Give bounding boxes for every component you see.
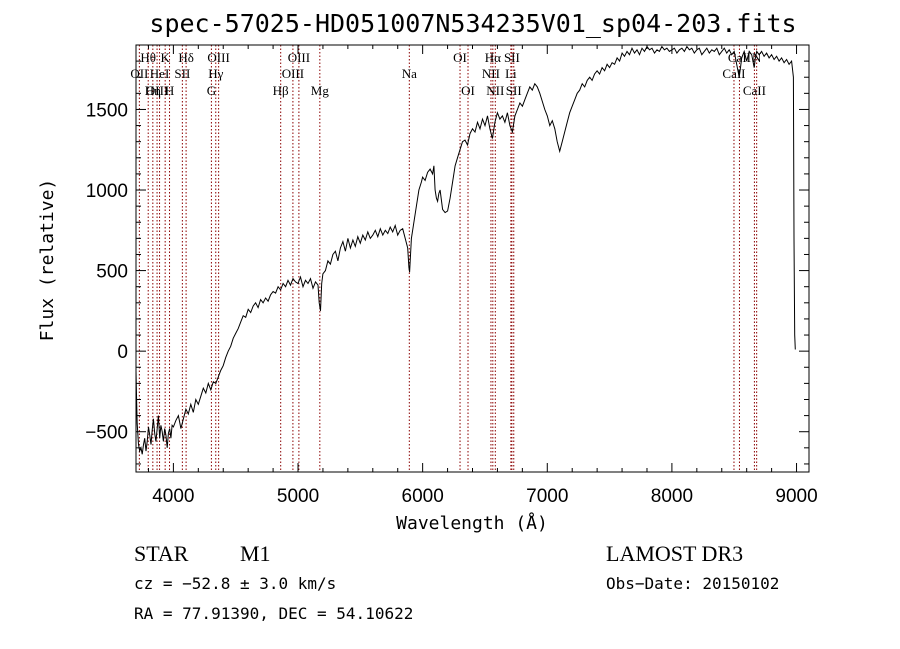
emission-line-label: N (752, 50, 762, 65)
x-axis-ticks: 4000 5000 6000 7000 8000 9000 (147, 45, 818, 507)
emission-line-label: OIII (146, 83, 168, 98)
y-tick-label: 0 (117, 342, 128, 363)
emission-line-label: Mg (311, 83, 330, 98)
object-class: STAR (134, 541, 189, 566)
plot-frame (135, 44, 810, 473)
emission-line-label: SII (504, 50, 520, 65)
emission-line-label: Hγ (208, 66, 223, 81)
x-axis-label: Wavelength (Å) (396, 512, 548, 534)
emission-line-label: CaII (722, 66, 745, 81)
emission-line-label: OII (130, 66, 148, 81)
survey-name: LAMOST DR3 (606, 541, 743, 566)
emission-line-label: Hη (145, 83, 161, 98)
observation-date: Obs−Date: 20150102 (606, 574, 779, 593)
emission-line-label: SII (506, 83, 522, 98)
y-axis-label: Flux (relative) (37, 179, 58, 342)
x-tick-label: 4000 (152, 486, 194, 507)
emission-line-label: OIII (282, 66, 304, 81)
chart-title: spec-57025-HD051007N534235V01_sp04-203.f… (149, 9, 796, 38)
emission-line-label: CaII (743, 83, 766, 98)
emission-line-label: Hθ (140, 50, 156, 65)
x-tick-label: 6000 (402, 486, 444, 507)
emission-line-label: NII (486, 83, 504, 98)
emission-line-label: Li (505, 66, 517, 81)
emission-line-label: Hδ (178, 50, 194, 65)
y-tick-label: 500 (96, 262, 128, 283)
emission-line-label: Hα (485, 50, 501, 65)
y-tick-label: 1000 (86, 181, 128, 202)
emission-line-markers (138, 45, 758, 472)
x-tick-label: 9000 (775, 486, 817, 507)
emission-line-label: OIII (288, 50, 310, 65)
emission-line-label: OI (453, 50, 467, 65)
y-tick-label: −500 (85, 423, 128, 444)
spectrum-line (135, 45, 796, 455)
object-subclass: M1 (240, 541, 271, 566)
emission-line-label: K (160, 50, 170, 65)
redshift-text: cz = −52.8 ± 3.0 km/s (134, 574, 336, 593)
y-axis-ticks: −500 0 500 1000 1500 (85, 44, 809, 465)
x-tick-label: 5000 (277, 486, 319, 507)
coordinates-text: RA = 77.91390, DEC = 54.10622 (134, 604, 413, 623)
y-tick-label: 1500 (86, 100, 128, 121)
x-tick-label: 8000 (651, 486, 693, 507)
emission-line-label: OI (461, 83, 475, 98)
x-tick-label: 7000 (526, 486, 568, 507)
emission-line-label: HeI (150, 66, 170, 81)
emission-line-label: Hβ (273, 83, 289, 98)
emission-line-label: G (207, 83, 216, 98)
emission-line-label: SII (174, 66, 190, 81)
emission-line-label: NII (482, 66, 500, 81)
emission-line-label: OIII (207, 50, 229, 65)
emission-line-label: H (165, 83, 174, 98)
emission-line-label: Na (402, 66, 417, 81)
